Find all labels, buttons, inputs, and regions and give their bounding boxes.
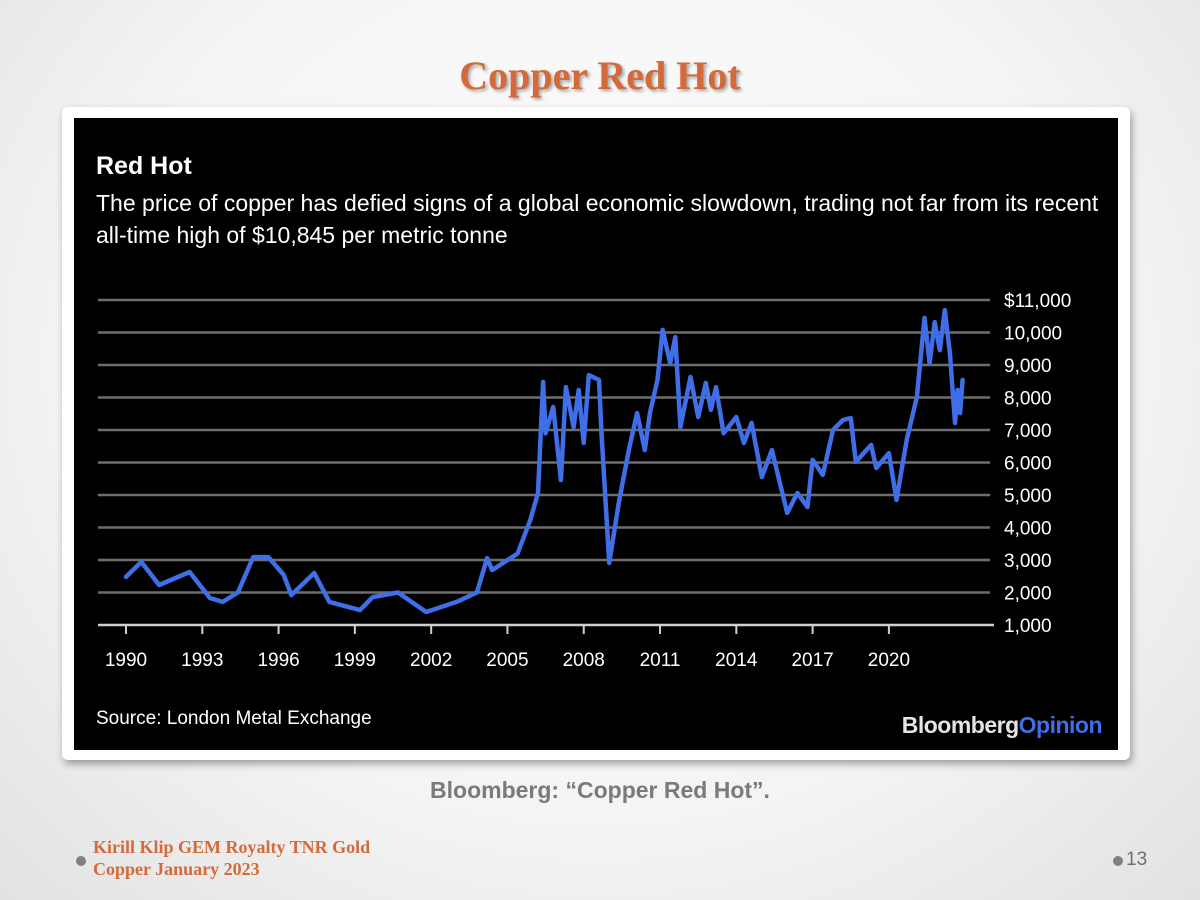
slide-caption: Bloomberg: “Copper Red Hot”. (430, 777, 770, 803)
bloomberg-opinion-logo: BloombergOpinion (901, 712, 1103, 739)
logo-part-bloomberg: Bloomberg (901, 712, 1019, 738)
footer-line-2: Copper January 2023 (93, 859, 260, 879)
x-tick-label: 2014 (715, 650, 758, 671)
x-tick-label: 2017 (791, 650, 833, 671)
x-tick-label: 1993 (181, 650, 223, 671)
footer-line-1: Kirill Klip GEM Royalty TNR Gold (93, 837, 371, 857)
chart-title: Red Hot (96, 152, 192, 180)
y-tick-label: 2,000 (1004, 584, 1052, 605)
line-chart: $11,000 10,000 9,000 8,000 7,000 6,000 5,000 4,… (98, 291, 1071, 671)
y-tick-label: 5,000 (1004, 486, 1052, 507)
x-tick-label: 2002 (410, 650, 452, 671)
y-tick-label: 3,000 (1004, 551, 1052, 572)
x-tick-label: 1990 (105, 650, 147, 671)
y-tick-label: 8,000 (1004, 389, 1052, 410)
page-bullet-icon (1113, 856, 1123, 866)
chart-subtitle: The price of copper has defied signs of … (96, 190, 1099, 248)
x-tick-label: 2008 (563, 650, 605, 671)
x-tick-label: 2005 (486, 650, 528, 671)
copper-price-line (123, 307, 965, 615)
logo-part-opinion: Opinion (1018, 712, 1103, 738)
slide-title: Copper Red Hot (459, 53, 741, 98)
chart-panel: Red Hot The price of copper has defied s… (74, 118, 1118, 750)
bullet-icon (76, 856, 86, 866)
chart-source: Source: London Metal Exchange (96, 708, 372, 729)
slide-footer: Kirill Klip GEM Royalty TNR Gold Copper … (93, 836, 370, 880)
y-tick-label: $11,000 (1004, 291, 1071, 312)
y-tick-label: 1,000 (1004, 616, 1052, 637)
x-tick-label: 1996 (257, 650, 299, 671)
x-tick-label: 2020 (868, 650, 910, 671)
y-tick-label: 9,000 (1004, 356, 1052, 377)
page-number: 13 (1126, 849, 1148, 870)
y-tick-label: 6,000 (1004, 454, 1052, 475)
x-tick-label: 2011 (640, 650, 681, 671)
y-tick-label: 10,000 (1004, 324, 1062, 345)
y-tick-label: 4,000 (1004, 519, 1052, 540)
x-tick-label: 1999 (334, 650, 376, 671)
y-tick-label: 7,000 (1004, 421, 1052, 442)
